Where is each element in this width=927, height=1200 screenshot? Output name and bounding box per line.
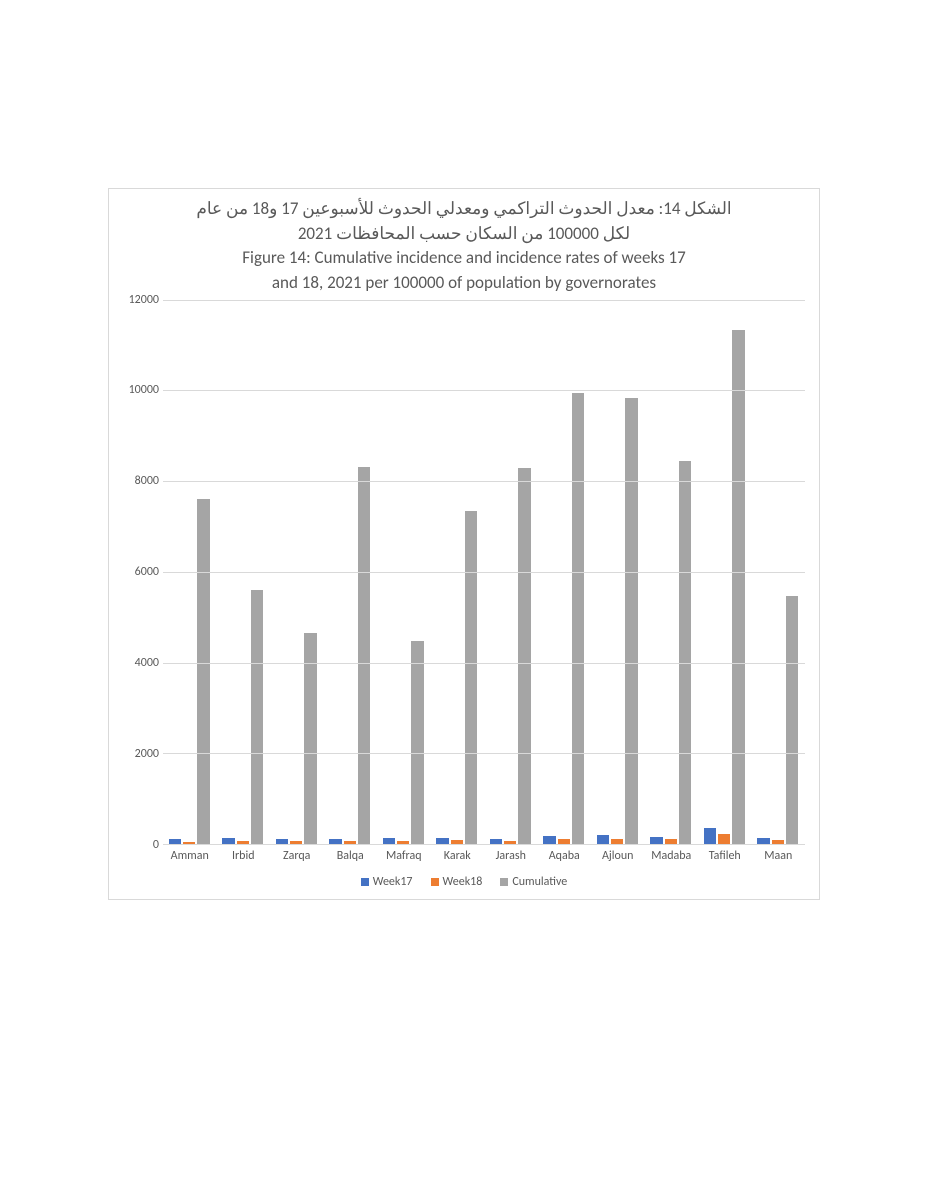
x-tick-label: Irbid — [217, 845, 271, 867]
bar — [665, 839, 677, 844]
bar — [169, 839, 181, 844]
bar — [197, 499, 209, 844]
y-tick-label: 2000 — [115, 747, 159, 761]
bar — [732, 330, 744, 844]
bar — [650, 837, 662, 844]
bar — [358, 467, 370, 844]
bar — [597, 835, 609, 844]
page: الشكل 14: معدل الحدوث التراكمي ومعدلي ال… — [0, 0, 927, 1200]
title-en-line1: Figure 14: Cumulative incidence and inci… — [129, 246, 799, 271]
bar — [679, 461, 691, 844]
bar — [772, 840, 784, 844]
bar — [718, 834, 730, 844]
gridline — [163, 390, 805, 391]
legend-swatch — [361, 878, 369, 886]
legend-label: Week18 — [443, 875, 483, 889]
bar — [251, 590, 263, 844]
y-tick-label: 6000 — [115, 565, 159, 579]
legend-label: Cumulative — [512, 875, 567, 889]
legend: Week17 Week18 Cumulative — [109, 867, 819, 899]
gridline — [163, 753, 805, 754]
bar — [611, 839, 623, 844]
x-tick-label: Madaba — [645, 845, 699, 867]
bar — [304, 633, 316, 844]
gridline — [163, 300, 805, 301]
y-axis-labels: 020004000600080001000012000 — [119, 300, 163, 845]
gridline — [163, 572, 805, 573]
bar — [518, 468, 530, 844]
bar — [625, 398, 637, 844]
y-tick-label: 4000 — [115, 656, 159, 670]
chart-container: الشكل 14: معدل الحدوث التراكمي ومعدلي ال… — [108, 188, 820, 900]
bar — [237, 841, 249, 844]
x-tick-label: Jarash — [484, 845, 538, 867]
x-tick-label: Tafileh — [698, 845, 752, 867]
legend-label: Week17 — [373, 875, 413, 889]
x-tick-label: Karak — [431, 845, 485, 867]
plot-area: 020004000600080001000012000 — [109, 300, 819, 845]
bar — [397, 841, 409, 844]
gridline — [163, 663, 805, 664]
bar — [490, 839, 502, 844]
x-tick-label: Balqa — [324, 845, 378, 867]
x-tick-label: Zarqa — [270, 845, 324, 867]
plot — [163, 300, 805, 845]
y-tick-label: 8000 — [115, 474, 159, 488]
bar — [572, 393, 584, 844]
bar — [411, 641, 423, 844]
bar — [704, 828, 716, 844]
bar — [344, 841, 356, 844]
chart-title: الشكل 14: معدل الحدوث التراكمي ومعدلي ال… — [109, 189, 819, 300]
legend-swatch — [500, 878, 508, 886]
bar — [786, 596, 798, 844]
x-tick-label: Maan — [752, 845, 806, 867]
bar — [757, 838, 769, 844]
y-tick-label: 10000 — [115, 383, 159, 397]
x-tick-label: Ajloun — [591, 845, 645, 867]
gridline — [163, 481, 805, 482]
bar — [329, 839, 341, 844]
title-ar-line2: 2021 لكل 100000 من السكان حسب المحافظات — [129, 222, 799, 247]
title-ar-line1: الشكل 14: معدل الحدوث التراكمي ومعدلي ال… — [129, 197, 799, 222]
bar — [222, 838, 234, 844]
x-tick-label: Mafraq — [377, 845, 431, 867]
bar — [451, 840, 463, 844]
legend-swatch — [431, 878, 439, 886]
bar — [276, 839, 288, 844]
legend-item: Week18 — [431, 875, 483, 889]
bar — [383, 838, 395, 844]
bar — [465, 511, 477, 844]
bar — [436, 838, 448, 844]
y-tick-label: 12000 — [115, 293, 159, 307]
x-tick-label: Aqaba — [538, 845, 592, 867]
bar — [558, 839, 570, 844]
bar — [183, 842, 195, 844]
x-tick-label: Amman — [163, 845, 217, 867]
bar — [290, 841, 302, 844]
legend-item: Cumulative — [500, 875, 567, 889]
x-axis-labels: AmmanIrbidZarqaBalqaMafraqKarakJarashAqa… — [109, 845, 819, 867]
bar — [543, 836, 555, 844]
legend-item: Week17 — [361, 875, 413, 889]
y-tick-label: 0 — [115, 838, 159, 852]
bar — [504, 841, 516, 844]
title-en-line2: and 18, 2021 per 100000 of population by… — [129, 271, 799, 296]
